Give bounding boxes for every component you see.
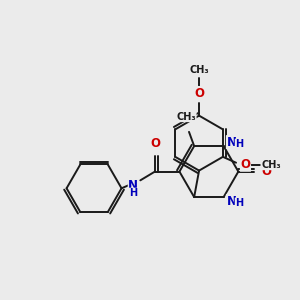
Text: CH₃: CH₃ (176, 112, 196, 122)
Text: CH₃: CH₃ (189, 65, 209, 76)
Text: CH₃: CH₃ (261, 160, 281, 170)
Text: N: N (226, 194, 236, 208)
Text: H: H (235, 198, 243, 208)
Text: O: O (194, 87, 204, 100)
Text: H: H (235, 139, 243, 149)
Text: O: O (262, 165, 272, 178)
Text: O: O (150, 136, 160, 150)
Text: N: N (128, 179, 138, 192)
Text: O: O (240, 158, 250, 171)
Text: H: H (129, 188, 137, 198)
Text: N: N (226, 136, 236, 149)
